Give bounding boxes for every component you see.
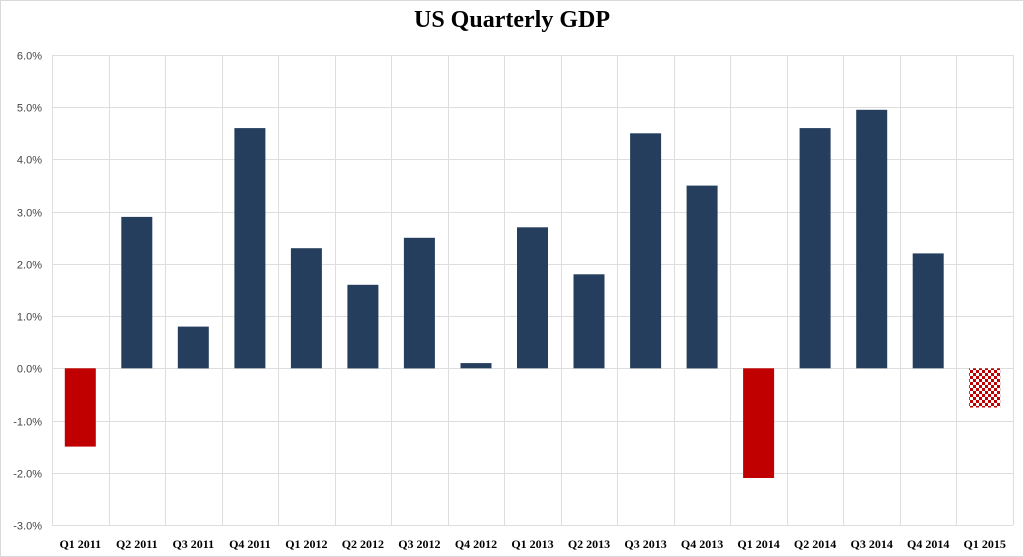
x-tick-label: Q1 2013 <box>511 537 553 551</box>
x-tick-label: Q2 2014 <box>794 537 836 551</box>
x-tick-label: Q2 2012 <box>342 537 384 551</box>
y-tick-label: 1.0% <box>17 312 42 324</box>
y-tick-label: -3.0% <box>13 521 42 533</box>
x-tick-label: Q3 2014 <box>851 537 893 551</box>
bar-q2-2012 <box>347 284 379 369</box>
bar-q3-2012 <box>403 237 435 369</box>
bar-q4-2013 <box>686 185 718 369</box>
bar-q2-2013 <box>573 274 605 369</box>
x-tick-label: Q4 2014 <box>907 537 949 551</box>
y-tick-label: 4.0% <box>17 155 42 167</box>
bar-q1-2014 <box>743 368 775 478</box>
y-tick-label: 5.0% <box>17 103 42 115</box>
x-tick-label: Q4 2012 <box>455 537 497 551</box>
x-tick-label: Q1 2012 <box>285 537 327 551</box>
x-tick-label: Q3 2013 <box>624 537 666 551</box>
x-tick-label: Q1 2015 <box>964 537 1006 551</box>
bar-q3-2014 <box>856 109 888 369</box>
x-tick-label: Q3 2011 <box>172 537 214 551</box>
bar-q4-2011 <box>234 128 266 369</box>
bar-q1-2011 <box>64 368 96 447</box>
chart-title: US Quarterly GDP <box>414 7 610 33</box>
x-tick-label: Q4 2013 <box>681 537 723 551</box>
grid-layer <box>52 55 1014 526</box>
x-tick-label: Q4 2011 <box>229 537 271 551</box>
bar-layer <box>64 109 1001 478</box>
y-tick-label: -1.0% <box>13 417 42 429</box>
x-tick-label: Q2 2013 <box>568 537 610 551</box>
bar-q1-2012 <box>290 248 322 369</box>
x-tick-label: Q3 2012 <box>398 537 440 551</box>
y-tick-label: 6.0% <box>17 51 42 63</box>
bar-q4-2012 <box>460 363 492 369</box>
bar-q1-2013 <box>517 227 548 369</box>
bar-q3-2013 <box>630 133 662 369</box>
x-tick-label: Q1 2011 <box>59 537 101 551</box>
bar-q2-2014 <box>799 128 831 369</box>
y-tick-label: -2.0% <box>13 469 42 481</box>
bar-q2-2011 <box>121 216 153 369</box>
label-layer: -3.0% -2.0% -1.0% 0.0% 1.0% 2.0% 3.0% 4.0% 5.0% 6… <box>13 51 1006 552</box>
y-tick-label: 2.0% <box>17 260 42 272</box>
y-tick-label: 3.0% <box>17 208 42 220</box>
bar-q1-2015 <box>969 368 1001 408</box>
x-tick-label: Q1 2014 <box>737 537 779 551</box>
bar-q3-2011 <box>177 326 209 369</box>
x-tick-label: Q2 2011 <box>116 537 158 551</box>
bar-q4-2014 <box>912 253 944 369</box>
y-tick-label: 0.0% <box>17 364 42 376</box>
